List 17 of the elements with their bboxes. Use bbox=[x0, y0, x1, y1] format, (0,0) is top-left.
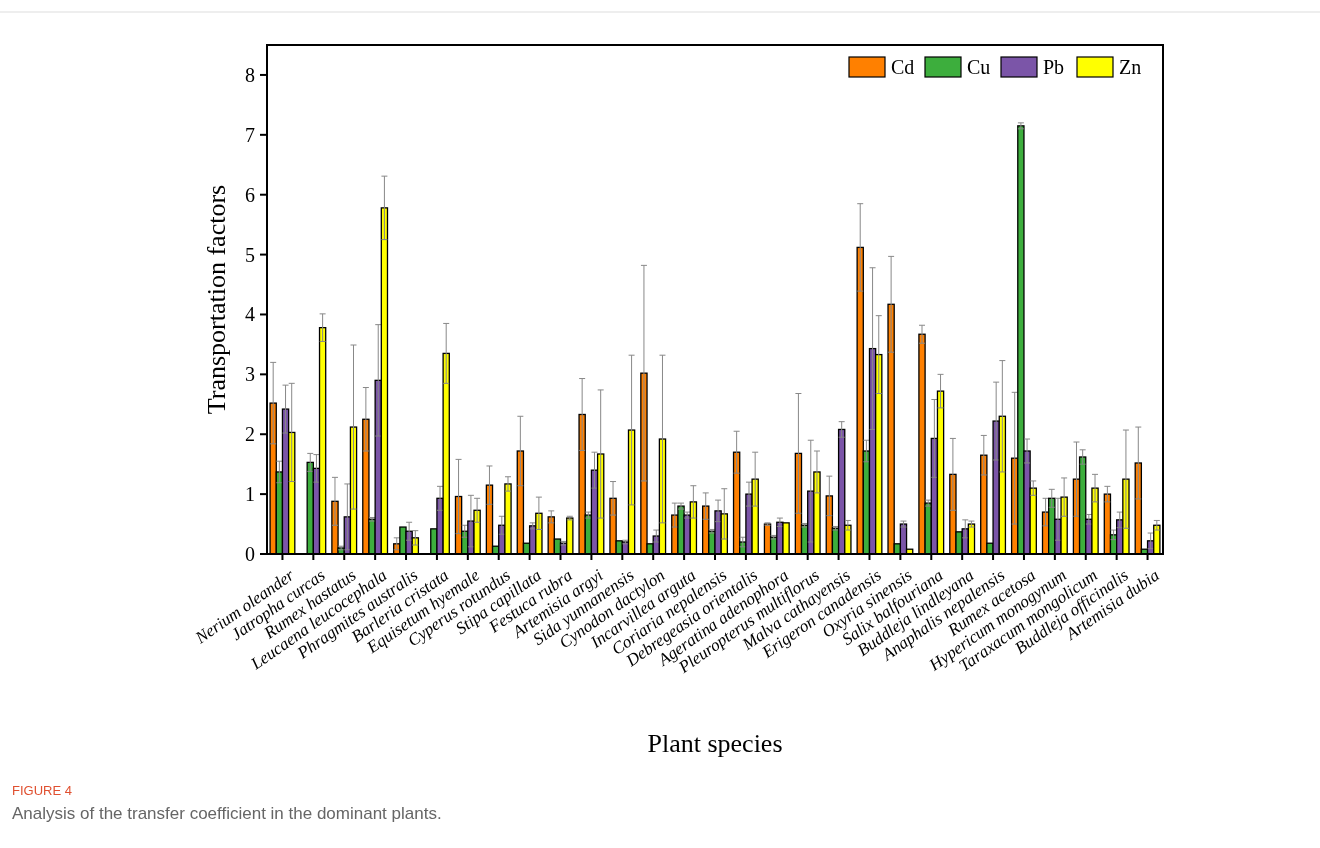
y-tick-label: 3 bbox=[245, 363, 255, 386]
y-axis-title: Transportation factors bbox=[202, 184, 231, 415]
y-tick-label: 6 bbox=[245, 183, 255, 206]
y-tick-label: 7 bbox=[245, 123, 255, 146]
y-tick-label: 2 bbox=[245, 423, 255, 446]
x-axis-title: Plant species bbox=[647, 729, 783, 758]
y-tick-label: 1 bbox=[245, 483, 255, 506]
legend-label: Cd bbox=[891, 56, 915, 78]
legend-label: Cu bbox=[967, 56, 991, 78]
caption: FIGURE 4 bbox=[12, 783, 72, 798]
y-tick-label: 4 bbox=[245, 303, 255, 326]
y-tick-label: 8 bbox=[245, 63, 255, 86]
y-tick-label: 0 bbox=[245, 543, 255, 565]
y-tick-label: 5 bbox=[245, 243, 255, 266]
legend-label: Pb bbox=[1043, 56, 1065, 78]
legend-label: Zn bbox=[1119, 56, 1142, 78]
text: Analysis of the transfer coefficient in the dominant plants. bbox=[12, 804, 442, 823]
